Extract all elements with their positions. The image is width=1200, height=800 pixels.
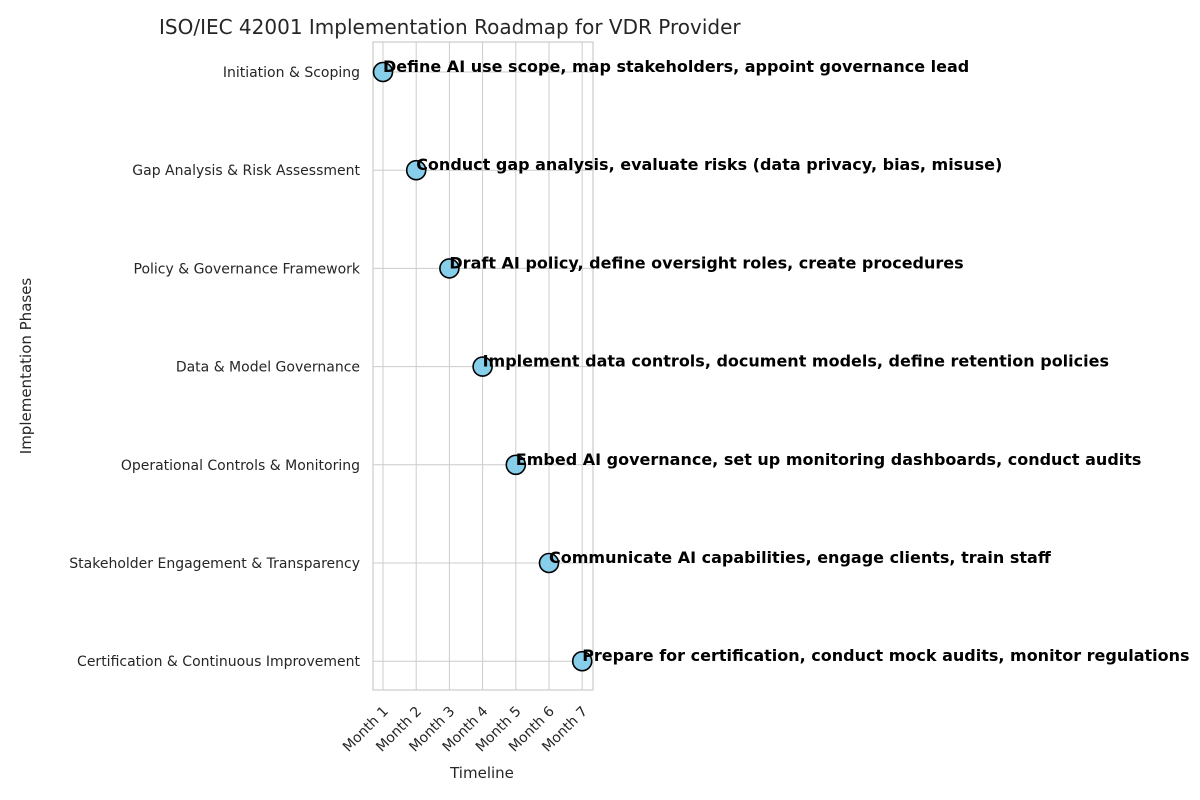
point-annotation: Embed AI governance, set up monitoring d… — [516, 450, 1142, 469]
data-point — [538, 552, 560, 574]
data-point — [372, 61, 394, 83]
y-tick-label: Operational Controls & Monitoring — [121, 458, 360, 474]
data-point — [439, 258, 460, 279]
point-annotation: Draft AI policy, define oversight roles,… — [449, 253, 963, 272]
point-annotation: Communicate AI capabilities, engage clie… — [549, 548, 1052, 567]
y-tick-label: Data & Model Governance — [176, 360, 360, 376]
y-axis-label: Implementation Phases — [17, 278, 35, 455]
plot-frame — [372, 41, 594, 691]
data-point — [571, 650, 593, 672]
y-tick-label: Initiation & Scoping — [223, 65, 360, 81]
grid-lines — [373, 42, 593, 690]
data-point — [505, 454, 527, 476]
y-tick-label: Gap Analysis & Risk Assessment — [132, 163, 360, 179]
data-point — [472, 356, 493, 377]
point-annotation: Prepare for certification, conduct mock … — [582, 646, 1189, 665]
point-annotation: Conduct gap analysis, evaluate risks (da… — [416, 155, 1002, 174]
annotations: Define AI use scope, map stakeholders, a… — [383, 57, 1190, 665]
y-tick-labels: Initiation & Scoping Gap Analysis & Risk … — [69, 65, 361, 670]
data-point — [405, 159, 427, 181]
y-tick-label: Policy & Governance Framework — [134, 261, 361, 277]
point-annotation: Implement data controls, document models… — [483, 352, 1109, 371]
point-annotation: Define AI use scope, map stakeholders, a… — [383, 57, 969, 76]
x-axis-label: Timeline — [449, 764, 514, 782]
data-points — [372, 61, 593, 672]
chart-title: ISO/IEC 42001 Implementation Roadmap for… — [159, 15, 741, 39]
y-tick-label: Stakeholder Engagement & Transparency — [69, 556, 360, 572]
y-tick-label: Certification & Continuous Improvement — [77, 654, 360, 670]
